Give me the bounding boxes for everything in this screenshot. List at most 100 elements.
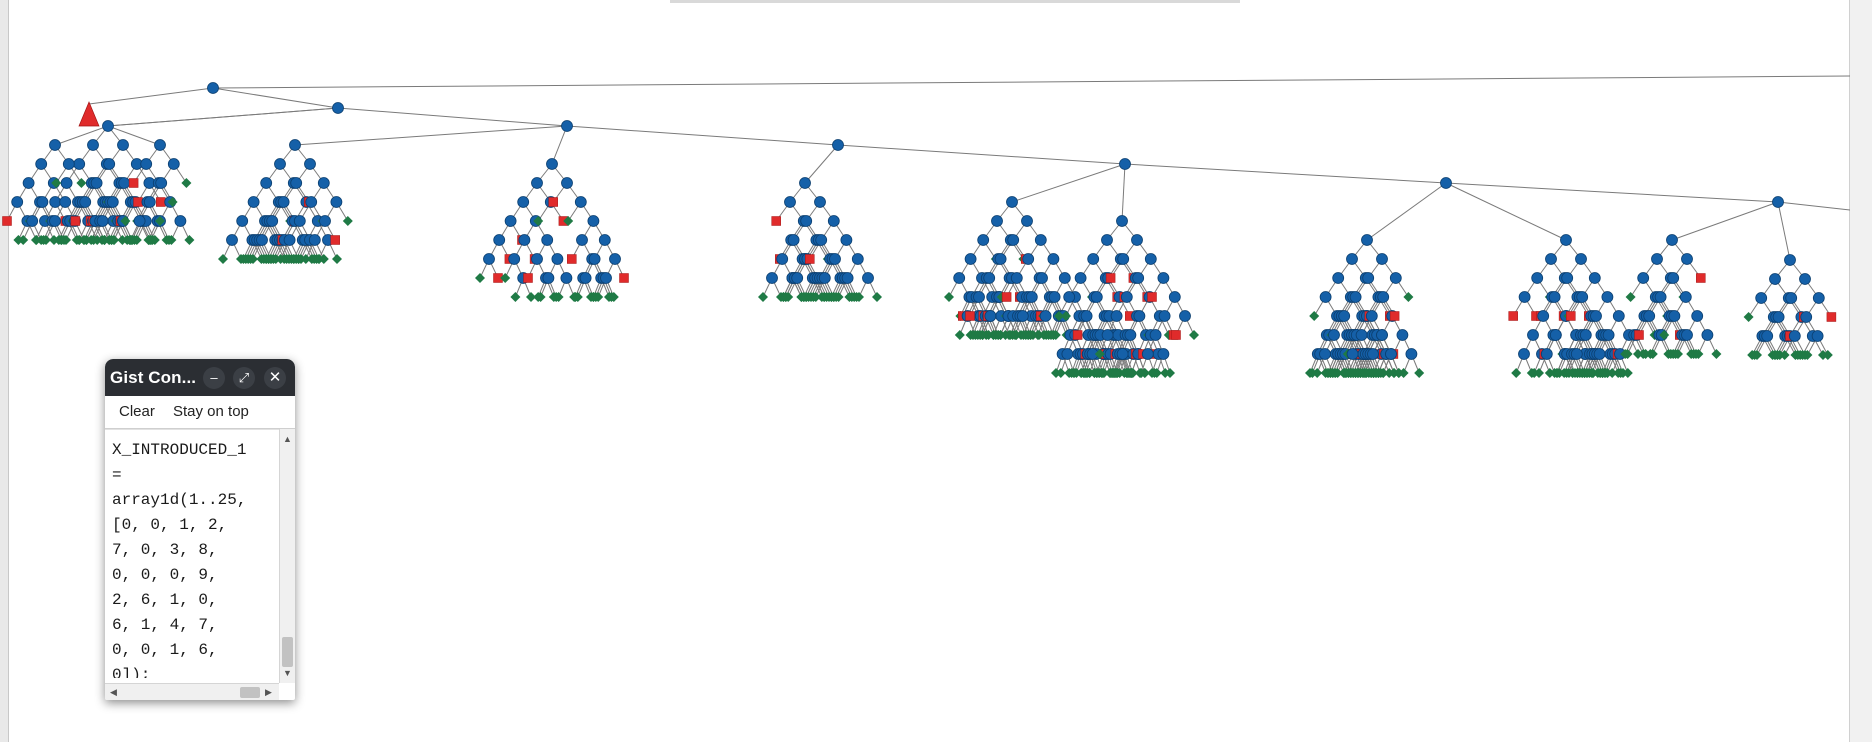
branch-node[interactable] (1772, 311, 1785, 323)
branch-node[interactable] (1047, 253, 1060, 265)
branch-node[interactable] (103, 158, 116, 170)
branch-node[interactable] (1034, 234, 1047, 246)
branch-node[interactable] (1141, 348, 1154, 360)
branch-node[interactable] (49, 139, 61, 151)
solution-node[interactable] (1332, 368, 1343, 378)
solution-node[interactable] (18, 235, 29, 245)
branch-node[interactable] (1376, 329, 1388, 341)
branch-node[interactable] (1021, 215, 1033, 227)
branch-node[interactable] (1575, 253, 1587, 265)
branch-node[interactable] (36, 196, 49, 208)
branch-node[interactable] (1651, 253, 1663, 265)
branch-node[interactable] (96, 215, 109, 227)
branch-node[interactable] (1548, 291, 1561, 303)
branch-node[interactable] (576, 234, 588, 246)
branch-node[interactable] (983, 272, 996, 284)
solution-node[interactable] (51, 178, 62, 188)
failure-node[interactable] (1171, 330, 1181, 340)
solution-node[interactable] (1693, 349, 1704, 359)
branch-node[interactable] (1158, 310, 1171, 322)
solution-node[interactable] (1534, 368, 1544, 378)
solution-node[interactable] (1772, 350, 1783, 360)
branch-node[interactable] (90, 177, 103, 189)
branch-node[interactable] (1377, 291, 1390, 303)
branch-node[interactable] (953, 272, 966, 284)
branch-node[interactable] (140, 158, 153, 170)
failure-node[interactable] (156, 197, 166, 207)
failure-node[interactable] (1508, 311, 1518, 321)
branch-node[interactable] (1518, 291, 1531, 303)
solution-node[interactable] (1403, 292, 1414, 302)
solution-node[interactable] (535, 292, 546, 302)
solution-node[interactable] (1111, 368, 1121, 378)
branch-node[interactable] (541, 234, 554, 246)
solution-node[interactable] (954, 330, 965, 340)
branch-node[interactable] (290, 177, 303, 189)
solution-node[interactable] (1711, 349, 1722, 359)
branch-node[interactable] (1365, 310, 1378, 322)
branch-node[interactable] (1332, 272, 1345, 284)
branch-node[interactable] (598, 234, 611, 246)
branch-node[interactable] (1549, 329, 1562, 341)
branch-node[interactable] (207, 82, 219, 94)
gist-console-window[interactable]: Gist Con... – ⤢ ✕ Clear Stay on top X_IN… (105, 359, 295, 700)
branch-node[interactable] (1440, 177, 1452, 189)
branch-node[interactable] (560, 272, 573, 284)
branch-node[interactable] (305, 196, 318, 208)
branch-node[interactable] (1518, 348, 1530, 360)
solution-node[interactable] (109, 235, 119, 245)
failure-node[interactable] (1147, 292, 1157, 302)
branch-node[interactable] (1120, 291, 1133, 303)
solution-node[interactable] (1081, 368, 1091, 378)
solution-node[interactable] (1622, 349, 1633, 359)
branch-node[interactable] (1799, 273, 1811, 285)
solution-node[interactable] (1061, 311, 1071, 321)
solution-node[interactable] (1743, 312, 1754, 322)
branch-node[interactable] (1361, 234, 1373, 246)
branch-node[interactable] (1328, 329, 1340, 341)
branch-node[interactable] (600, 272, 612, 284)
branch-node[interactable] (308, 234, 321, 246)
branch-node[interactable] (587, 215, 600, 227)
branch-node[interactable] (1133, 310, 1146, 322)
branch-node[interactable] (1168, 291, 1181, 303)
branch-node[interactable] (62, 158, 75, 170)
vertical-scroll-thumb[interactable] (282, 637, 293, 667)
failure-node[interactable] (1634, 330, 1644, 340)
solution-node[interactable] (500, 273, 511, 283)
branch-node[interactable] (143, 196, 156, 208)
branch-node[interactable] (102, 120, 114, 132)
solution-node[interactable] (608, 292, 619, 302)
branch-node[interactable] (1654, 291, 1667, 303)
failure-node[interactable] (619, 273, 629, 283)
branch-node[interactable] (283, 234, 296, 246)
branch-node[interactable] (1319, 348, 1331, 360)
branch-node[interactable] (1570, 348, 1583, 360)
solution-node[interactable] (1802, 350, 1813, 360)
solution-node[interactable] (1625, 292, 1636, 302)
solution-node[interactable] (563, 216, 574, 226)
solution-node[interactable] (510, 292, 521, 302)
branch-node[interactable] (293, 215, 306, 227)
branch-node[interactable] (1022, 253, 1035, 265)
solution-node[interactable] (275, 254, 286, 264)
branch-node[interactable] (991, 215, 1003, 227)
maximize-icon[interactable]: ⤢ (233, 367, 255, 389)
branch-node[interactable] (1561, 272, 1574, 284)
branch-node[interactable] (493, 234, 506, 246)
failure-node[interactable] (548, 197, 558, 207)
solution-node[interactable] (88, 235, 99, 245)
branch-node[interactable] (1560, 234, 1572, 246)
branch-node[interactable] (73, 158, 86, 170)
branch-node[interactable] (332, 102, 344, 114)
branch-node[interactable] (1784, 254, 1796, 266)
branch-node[interactable] (1110, 310, 1123, 322)
solution-node[interactable] (1564, 368, 1574, 378)
branch-node[interactable] (1681, 329, 1693, 341)
branch-node[interactable] (117, 139, 129, 151)
branch-node[interactable] (330, 196, 343, 208)
solution-node[interactable] (1099, 368, 1109, 378)
solution-node[interactable] (248, 254, 258, 264)
solution-node[interactable] (1414, 368, 1425, 378)
branch-node[interactable] (1637, 272, 1650, 284)
